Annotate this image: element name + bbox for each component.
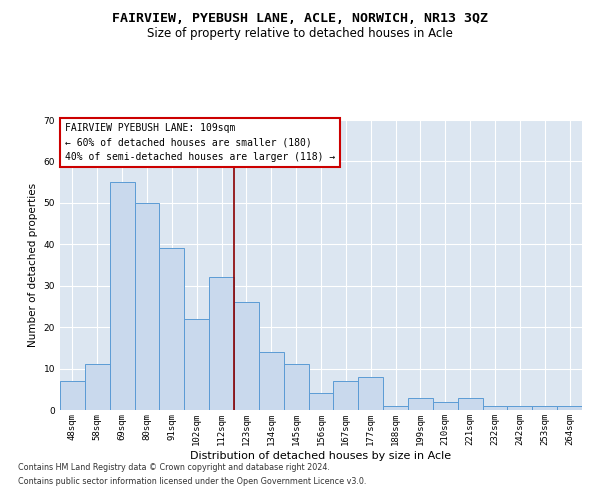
Bar — [408, 398, 433, 410]
Bar — [160, 248, 184, 410]
Text: Size of property relative to detached houses in Acle: Size of property relative to detached ho… — [147, 28, 453, 40]
Text: Contains HM Land Registry data © Crown copyright and database right 2024.: Contains HM Land Registry data © Crown c… — [18, 464, 330, 472]
Bar — [532, 406, 557, 410]
Bar — [110, 182, 134, 410]
Text: FAIRVIEW PYEBUSH LANE: 109sqm
← 60% of detached houses are smaller (180)
40% of : FAIRVIEW PYEBUSH LANE: 109sqm ← 60% of d… — [65, 123, 335, 162]
Bar — [259, 352, 284, 410]
Bar — [508, 406, 532, 410]
Bar — [358, 377, 383, 410]
Bar — [557, 406, 582, 410]
Text: FAIRVIEW, PYEBUSH LANE, ACLE, NORWICH, NR13 3QZ: FAIRVIEW, PYEBUSH LANE, ACLE, NORWICH, N… — [112, 12, 488, 26]
Bar — [458, 398, 482, 410]
Bar — [334, 381, 358, 410]
Y-axis label: Number of detached properties: Number of detached properties — [28, 183, 38, 347]
Bar — [234, 302, 259, 410]
Bar — [60, 381, 85, 410]
Bar — [383, 406, 408, 410]
Bar — [308, 394, 334, 410]
Bar — [433, 402, 458, 410]
Text: Contains public sector information licensed under the Open Government Licence v3: Contains public sector information licen… — [18, 477, 367, 486]
Bar — [134, 203, 160, 410]
Bar — [184, 319, 209, 410]
Bar — [482, 406, 508, 410]
Bar — [85, 364, 110, 410]
Bar — [209, 278, 234, 410]
Bar — [284, 364, 308, 410]
X-axis label: Distribution of detached houses by size in Acle: Distribution of detached houses by size … — [190, 450, 452, 460]
